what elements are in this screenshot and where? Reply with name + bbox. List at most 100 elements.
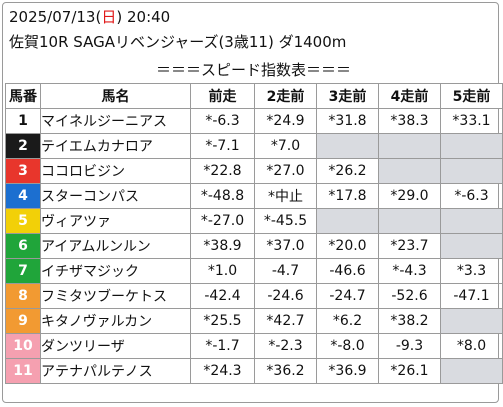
speed-index-cell [378, 133, 441, 159]
table-row: 1 マイネルジーニアス *-6.3 *24.9 *31.8 *38.3 *33.1 [5, 108, 503, 134]
horse-number: 5 [5, 208, 41, 234]
horse-name: マイネルジーニアス [40, 108, 191, 134]
col-header-4-back: 4走前 [378, 83, 441, 109]
horse-name: ダンツリーザ [40, 333, 191, 359]
horse-number: 4 [5, 183, 41, 209]
horse-number: 3 [5, 158, 41, 184]
speed-index-cell: *38.2 [378, 308, 441, 334]
speed-index-cell: -42.4 [190, 283, 255, 309]
speed-index-cell [440, 133, 503, 159]
speed-index-cell: *37.0 [254, 233, 317, 259]
horse-name: イチザマジック [40, 258, 191, 284]
table-row: 5 ヴィアツァ *-27.0 *-45.5 [5, 208, 503, 234]
col-header-3-back: 3走前 [316, 83, 379, 109]
speed-index-cell: *24.3 [190, 358, 255, 384]
table-row: 10 ダンツリーザ *-1.7 *-2.3 *-8.0 -9.3 *8.0 [5, 333, 503, 359]
horse-number: 1 [5, 108, 41, 134]
race-date: 2025/07/13 [9, 8, 96, 26]
speed-index-cell: *38.9 [190, 233, 255, 259]
horse-name: テイエムカナロア [40, 133, 191, 159]
weekday-close: ) [116, 8, 123, 26]
horse-name: フミタツブーケトス [40, 283, 191, 309]
speed-index-table: 馬番 馬名 前走 2走前 3走前 4走前 5走前 1 マイネルジーニアス *-6.3… [5, 83, 503, 384]
speed-index-cell [378, 158, 441, 184]
horse-number: 8 [5, 283, 41, 309]
speed-index-cell: *25.5 [190, 308, 255, 334]
table-row: 2 テイエムカナロア *-7.1 *7.0 [5, 133, 503, 159]
race-title: 佐賀10R SAGAリベンジャーズ(3歳11) ダ1400m [9, 33, 347, 51]
col-header-2-back: 2走前 [254, 83, 317, 109]
speed-index-cell: *-45.5 [254, 208, 317, 234]
speed-index-cell [440, 308, 503, 334]
speed-index-cell [440, 208, 503, 234]
table-banner: ＝＝＝スピード指数表＝＝＝ [155, 61, 351, 79]
horse-name: キタノヴァルカン [40, 308, 191, 334]
speed-index-cell: *-1.7 [190, 333, 255, 359]
speed-index-cell: *-7.1 [190, 133, 255, 159]
horse-name: スターコンパス [40, 183, 191, 209]
speed-index-cell: -24.7 [316, 283, 379, 309]
speed-index-cell [440, 233, 503, 259]
speed-index-cell: *-6.3 [190, 108, 255, 134]
speed-index-cell: *-27.0 [190, 208, 255, 234]
col-header-horse: 馬名 [40, 83, 191, 109]
speed-index-cell: *36.2 [254, 358, 317, 384]
col-header-last: 前走 [190, 83, 255, 109]
race-datetime: 2025/07/13(日) 20:40 [9, 8, 170, 26]
speed-index-cell: *42.7 [254, 308, 317, 334]
horse-number: 9 [5, 308, 41, 334]
speed-index-cell: *3.3 [440, 258, 503, 284]
speed-index-cell: -24.6 [254, 283, 317, 309]
table-row: 11 アテナパルテノス *24.3 *36.2 *36.9 *26.1 [5, 358, 503, 384]
speed-index-cell: *-48.8 [190, 183, 255, 209]
table-row: 4 スターコンパス *-48.8 *中止 *17.8 *29.0 *-6.3 [5, 183, 503, 209]
speed-index-cell: *33.1 [440, 108, 503, 134]
horse-number: 11 [5, 358, 41, 384]
speed-index-cell: *26.2 [316, 158, 379, 184]
speed-index-cell: -46.6 [316, 258, 379, 284]
table-row: 9 キタノヴァルカン *25.5 *42.7 *6.2 *38.2 [5, 308, 503, 334]
race-weekday: 日 [101, 8, 117, 26]
table-row: 7 イチザマジック *1.0 -4.7 -46.6 *-4.3 *3.3 [5, 258, 503, 284]
speed-index-cell: *22.8 [190, 158, 255, 184]
speed-index-cell: *1.0 [190, 258, 255, 284]
speed-index-cell: *20.0 [316, 233, 379, 259]
speed-index-cell: *-2.3 [254, 333, 317, 359]
speed-index-cell: *29.0 [378, 183, 441, 209]
speed-index-cell: *6.2 [316, 308, 379, 334]
speed-index-cell: *中止 [254, 183, 317, 209]
weekday-open: ( [95, 8, 102, 26]
horse-number: 2 [5, 133, 41, 159]
speed-index-cell: *26.1 [378, 358, 441, 384]
speed-index-cell: *-8.0 [316, 333, 379, 359]
speed-index-cell: -9.3 [378, 333, 441, 359]
horse-name: ココロビジン [40, 158, 191, 184]
speed-index-cell: *8.0 [440, 333, 503, 359]
speed-index-cell [378, 208, 441, 234]
speed-index-cell: *17.8 [316, 183, 379, 209]
header-row: 馬番 馬名 前走 2走前 3走前 4走前 5走前 [5, 83, 503, 109]
speed-index-cell [440, 358, 503, 384]
horse-number: 10 [5, 333, 41, 359]
speed-index-cell: *23.7 [378, 233, 441, 259]
speed-index-cell [316, 133, 379, 159]
horse-name: ヴィアツァ [40, 208, 191, 234]
col-header-number: 馬番 [5, 83, 41, 109]
speed-index-cell: *7.0 [254, 133, 317, 159]
speed-index-cell: *38.3 [378, 108, 441, 134]
col-header-5-back: 5走前 [440, 83, 503, 109]
speed-index-cell: *31.8 [316, 108, 379, 134]
speed-index-cell: -52.6 [378, 283, 441, 309]
speed-index-cell: -47.1 [440, 283, 503, 309]
table-row: 6 アイアムルンルン *38.9 *37.0 *20.0 *23.7 [5, 233, 503, 259]
speed-index-cell: *-6.3 [440, 183, 503, 209]
horse-name: アテナパルテノス [40, 358, 191, 384]
race-time: 20:40 [126, 8, 171, 26]
speed-index-cell [316, 208, 379, 234]
speed-index-cell: *27.0 [254, 158, 317, 184]
speed-index-cell: *24.9 [254, 108, 317, 134]
horse-number: 6 [5, 233, 41, 259]
speed-index-cell: -4.7 [254, 258, 317, 284]
table-row: 3 ココロビジン *22.8 *27.0 *26.2 [5, 158, 503, 184]
